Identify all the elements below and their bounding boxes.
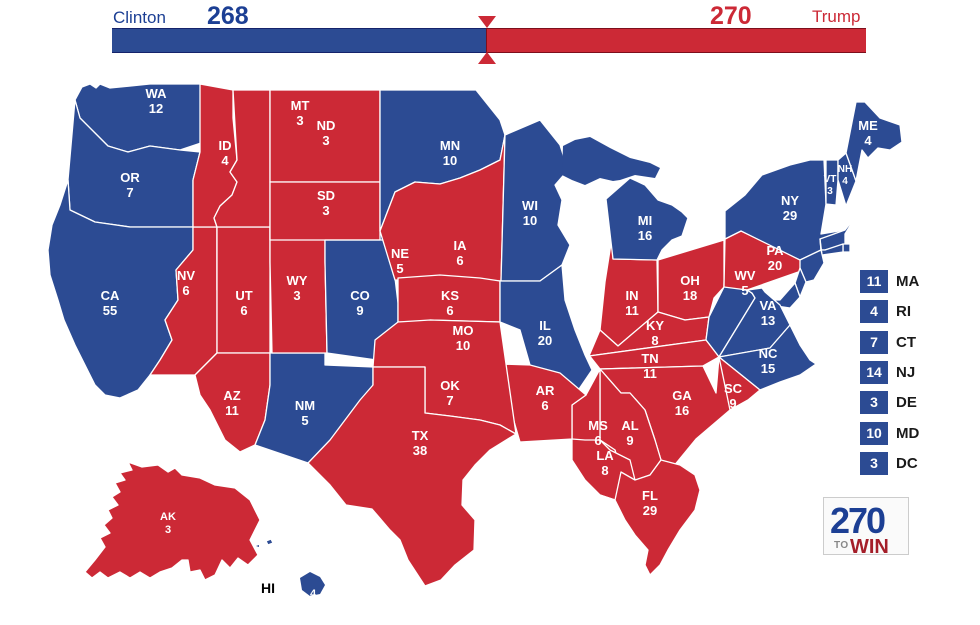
- svg-text:GA: GA: [672, 388, 692, 403]
- svg-text:3: 3: [322, 203, 329, 218]
- svg-text:SC: SC: [724, 381, 743, 396]
- svg-text:HI: HI: [261, 580, 275, 596]
- svg-text:13: 13: [761, 313, 775, 328]
- svg-text:MS: MS: [588, 418, 608, 433]
- svg-text:16: 16: [675, 403, 689, 418]
- svg-text:6: 6: [240, 303, 247, 318]
- svg-text:MT: MT: [291, 98, 310, 113]
- svg-text:NY: NY: [781, 193, 799, 208]
- svg-text:9: 9: [626, 433, 633, 448]
- svg-text:8: 8: [651, 333, 658, 348]
- svg-text:7: 7: [126, 185, 133, 200]
- svg-text:3: 3: [165, 524, 171, 536]
- svg-text:38: 38: [413, 443, 427, 458]
- svg-text:5: 5: [741, 283, 748, 298]
- svg-text:12: 12: [149, 101, 163, 116]
- svg-text:TN: TN: [641, 351, 658, 366]
- svg-text:ME: ME: [858, 118, 878, 133]
- svg-text:MI: MI: [638, 213, 652, 228]
- svg-text:KY: KY: [646, 318, 664, 333]
- svg-text:20: 20: [538, 333, 552, 348]
- svg-text:NV: NV: [177, 268, 195, 283]
- svg-text:7: 7: [446, 393, 453, 408]
- svg-text:OH: OH: [680, 273, 700, 288]
- svg-text:9: 9: [729, 396, 736, 411]
- svg-text:10: 10: [523, 213, 537, 228]
- svg-text:15: 15: [761, 361, 775, 376]
- svg-text:ND: ND: [317, 118, 336, 133]
- svg-text:10: 10: [443, 153, 457, 168]
- svg-text:4: 4: [842, 176, 848, 187]
- svg-text:VA: VA: [759, 298, 777, 313]
- svg-text:FL: FL: [642, 488, 658, 503]
- svg-text:6: 6: [182, 283, 189, 298]
- svg-text:SD: SD: [317, 188, 335, 203]
- svg-text:9: 9: [356, 303, 363, 318]
- svg-text:IN: IN: [626, 288, 639, 303]
- svg-text:AZ: AZ: [223, 388, 240, 403]
- svg-text:AR: AR: [536, 383, 555, 398]
- svg-text:5: 5: [396, 261, 403, 276]
- svg-text:55: 55: [103, 303, 117, 318]
- svg-text:MN: MN: [440, 138, 460, 153]
- svg-text:3: 3: [827, 186, 833, 197]
- svg-text:8: 8: [601, 463, 608, 478]
- svg-text:20: 20: [768, 258, 782, 273]
- svg-text:3: 3: [293, 288, 300, 303]
- svg-text:WV: WV: [735, 268, 756, 283]
- svg-text:3: 3: [296, 113, 303, 128]
- svg-text:OR: OR: [120, 170, 140, 185]
- svg-text:OK: OK: [440, 378, 460, 393]
- svg-text:11: 11: [625, 303, 639, 318]
- svg-text:TX: TX: [412, 428, 429, 443]
- svg-text:11: 11: [643, 366, 657, 381]
- svg-text:11: 11: [225, 403, 239, 418]
- svg-text:WI: WI: [522, 198, 538, 213]
- svg-text:MO: MO: [453, 323, 474, 338]
- svg-text:PA: PA: [766, 243, 784, 258]
- svg-text:18: 18: [683, 288, 697, 303]
- svg-text:AK: AK: [160, 511, 176, 523]
- svg-text:6: 6: [456, 253, 463, 268]
- svg-text:KS: KS: [441, 288, 459, 303]
- svg-text:29: 29: [643, 503, 657, 518]
- svg-text:WY: WY: [287, 273, 308, 288]
- svg-text:4: 4: [864, 133, 872, 148]
- svg-text:NM: NM: [295, 398, 315, 413]
- svg-text:16: 16: [638, 228, 652, 243]
- svg-text:NC: NC: [759, 346, 778, 361]
- svg-text:CA: CA: [101, 288, 120, 303]
- svg-text:IL: IL: [539, 318, 551, 333]
- svg-text:4: 4: [221, 153, 229, 168]
- svg-text:IA: IA: [454, 238, 468, 253]
- svg-text:6: 6: [446, 303, 453, 318]
- svg-text:CO: CO: [350, 288, 370, 303]
- svg-text:ID: ID: [219, 138, 232, 153]
- svg-text:10: 10: [456, 338, 470, 353]
- svg-text:LA: LA: [596, 448, 614, 463]
- svg-text:4: 4: [310, 588, 317, 600]
- svg-text:3: 3: [322, 133, 329, 148]
- svg-text:29: 29: [783, 208, 797, 223]
- svg-text:NH: NH: [838, 164, 852, 175]
- svg-text:NE: NE: [391, 246, 409, 261]
- svg-text:AL: AL: [621, 418, 638, 433]
- svg-text:6: 6: [541, 398, 548, 413]
- svg-text:6: 6: [594, 433, 601, 448]
- svg-text:WA: WA: [146, 86, 168, 101]
- svg-text:VT: VT: [824, 174, 837, 185]
- svg-text:UT: UT: [235, 288, 252, 303]
- svg-text:5: 5: [301, 413, 308, 428]
